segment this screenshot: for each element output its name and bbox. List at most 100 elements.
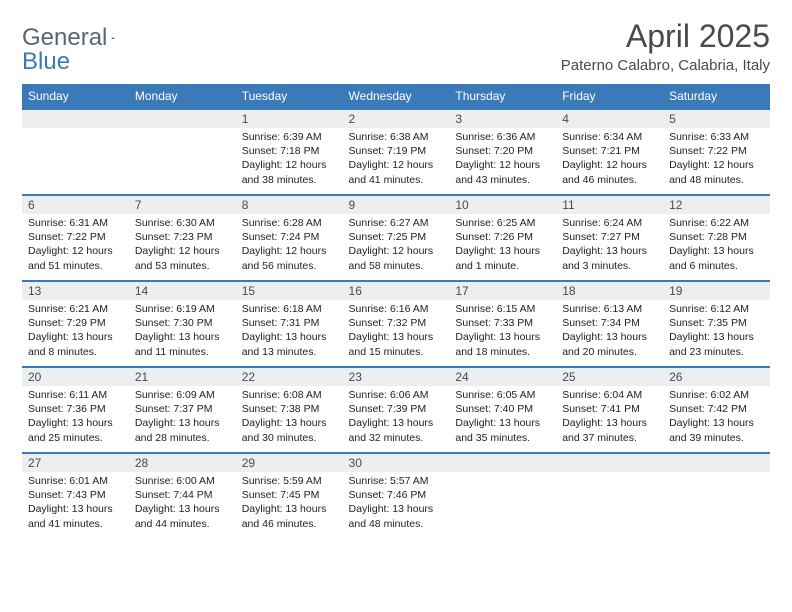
day-body: Sunrise: 6:02 AMSunset: 7:42 PMDaylight:… (663, 386, 770, 449)
sunrise-line: Sunrise: 6:06 AM (349, 388, 444, 402)
day-cell: 16Sunrise: 6:16 AMSunset: 7:32 PMDayligh… (343, 281, 450, 367)
day-body: Sunrise: 6:19 AMSunset: 7:30 PMDaylight:… (129, 300, 236, 363)
day-body: Sunrise: 6:34 AMSunset: 7:21 PMDaylight:… (556, 128, 663, 191)
daylight-line: Daylight: 13 hours and 18 minutes. (455, 330, 550, 358)
day-cell: 17Sunrise: 6:15 AMSunset: 7:33 PMDayligh… (449, 281, 556, 367)
daylight-line: Daylight: 13 hours and 41 minutes. (28, 502, 123, 530)
day-number: 10 (449, 196, 556, 214)
sunset-line: Sunset: 7:22 PM (28, 230, 123, 244)
logo-text-2: Blue (22, 48, 70, 76)
sunset-line: Sunset: 7:23 PM (135, 230, 230, 244)
daylight-line: Daylight: 13 hours and 3 minutes. (562, 244, 657, 272)
day-cell: 15Sunrise: 6:18 AMSunset: 7:31 PMDayligh… (236, 281, 343, 367)
day-cell: 3Sunrise: 6:36 AMSunset: 7:20 PMDaylight… (449, 109, 556, 195)
day-body: Sunrise: 6:31 AMSunset: 7:22 PMDaylight:… (22, 214, 129, 277)
day-body: Sunrise: 6:04 AMSunset: 7:41 PMDaylight:… (556, 386, 663, 449)
day-body: Sunrise: 6:30 AMSunset: 7:23 PMDaylight:… (129, 214, 236, 277)
sunset-line: Sunset: 7:31 PM (242, 316, 337, 330)
daylight-line: Daylight: 13 hours and 35 minutes. (455, 416, 550, 444)
day-body: Sunrise: 6:08 AMSunset: 7:38 PMDaylight:… (236, 386, 343, 449)
week-row: 6Sunrise: 6:31 AMSunset: 7:22 PMDaylight… (22, 195, 770, 281)
daylight-line: Daylight: 13 hours and 28 minutes. (135, 416, 230, 444)
day-cell: 29Sunrise: 5:59 AMSunset: 7:45 PMDayligh… (236, 453, 343, 539)
day-cell: 27Sunrise: 6:01 AMSunset: 7:43 PMDayligh… (22, 453, 129, 539)
day-number-empty (129, 110, 236, 128)
daylight-line: Daylight: 13 hours and 13 minutes. (242, 330, 337, 358)
day-cell: 4Sunrise: 6:34 AMSunset: 7:21 PMDaylight… (556, 109, 663, 195)
daylight-line: Daylight: 13 hours and 30 minutes. (242, 416, 337, 444)
day-body: Sunrise: 6:18 AMSunset: 7:31 PMDaylight:… (236, 300, 343, 363)
day-cell: 26Sunrise: 6:02 AMSunset: 7:42 PMDayligh… (663, 367, 770, 453)
day-cell: 10Sunrise: 6:25 AMSunset: 7:26 PMDayligh… (449, 195, 556, 281)
day-number: 6 (22, 196, 129, 214)
sunset-line: Sunset: 7:20 PM (455, 144, 550, 158)
day-body: Sunrise: 6:06 AMSunset: 7:39 PMDaylight:… (343, 386, 450, 449)
sunset-line: Sunset: 7:38 PM (242, 402, 337, 416)
sunrise-line: Sunrise: 6:33 AM (669, 130, 764, 144)
day-number: 24 (449, 368, 556, 386)
sunset-line: Sunset: 7:29 PM (28, 316, 123, 330)
day-cell (129, 109, 236, 195)
day-body: Sunrise: 6:21 AMSunset: 7:29 PMDaylight:… (22, 300, 129, 363)
day-body: Sunrise: 6:01 AMSunset: 7:43 PMDaylight:… (22, 472, 129, 535)
daylight-line: Daylight: 13 hours and 23 minutes. (669, 330, 764, 358)
daylight-line: Daylight: 13 hours and 39 minutes. (669, 416, 764, 444)
sunset-line: Sunset: 7:21 PM (562, 144, 657, 158)
location: Paterno Calabro, Calabria, Italy (561, 57, 770, 74)
sunrise-line: Sunrise: 6:22 AM (669, 216, 764, 230)
day-number: 27 (22, 454, 129, 472)
daylight-line: Daylight: 13 hours and 37 minutes. (562, 416, 657, 444)
logo-triangle-icon (111, 29, 115, 47)
sunset-line: Sunset: 7:18 PM (242, 144, 337, 158)
day-body: Sunrise: 6:11 AMSunset: 7:36 PMDaylight:… (22, 386, 129, 449)
day-number: 26 (663, 368, 770, 386)
day-body: Sunrise: 5:59 AMSunset: 7:45 PMDaylight:… (236, 472, 343, 535)
sunrise-line: Sunrise: 6:36 AM (455, 130, 550, 144)
day-cell (449, 453, 556, 539)
day-cell: 5Sunrise: 6:33 AMSunset: 7:22 PMDaylight… (663, 109, 770, 195)
day-body: Sunrise: 6:00 AMSunset: 7:44 PMDaylight:… (129, 472, 236, 535)
day-header-cell: Tuesday (236, 84, 343, 109)
day-body: Sunrise: 6:28 AMSunset: 7:24 PMDaylight:… (236, 214, 343, 277)
day-number: 9 (343, 196, 450, 214)
day-number-empty (22, 110, 129, 128)
day-number: 22 (236, 368, 343, 386)
day-body: Sunrise: 6:22 AMSunset: 7:28 PMDaylight:… (663, 214, 770, 277)
sunrise-line: Sunrise: 6:38 AM (349, 130, 444, 144)
day-number: 29 (236, 454, 343, 472)
sunset-line: Sunset: 7:30 PM (135, 316, 230, 330)
sunset-line: Sunset: 7:35 PM (669, 316, 764, 330)
sunset-line: Sunset: 7:26 PM (455, 230, 550, 244)
sunrise-line: Sunrise: 6:31 AM (28, 216, 123, 230)
day-number: 1 (236, 110, 343, 128)
daylight-line: Daylight: 13 hours and 8 minutes. (28, 330, 123, 358)
day-cell: 23Sunrise: 6:06 AMSunset: 7:39 PMDayligh… (343, 367, 450, 453)
daylight-line: Daylight: 12 hours and 56 minutes. (242, 244, 337, 272)
sunrise-line: Sunrise: 6:08 AM (242, 388, 337, 402)
sunrise-line: Sunrise: 6:34 AM (562, 130, 657, 144)
sunset-line: Sunset: 7:24 PM (242, 230, 337, 244)
day-cell: 22Sunrise: 6:08 AMSunset: 7:38 PMDayligh… (236, 367, 343, 453)
day-cell: 13Sunrise: 6:21 AMSunset: 7:29 PMDayligh… (22, 281, 129, 367)
month-title: April 2025 (561, 18, 770, 55)
day-cell: 20Sunrise: 6:11 AMSunset: 7:36 PMDayligh… (22, 367, 129, 453)
sunrise-line: Sunrise: 6:39 AM (242, 130, 337, 144)
sunset-line: Sunset: 7:43 PM (28, 488, 123, 502)
day-body: Sunrise: 5:57 AMSunset: 7:46 PMDaylight:… (343, 472, 450, 535)
daylight-line: Daylight: 12 hours and 48 minutes. (669, 158, 764, 186)
day-number-empty (449, 454, 556, 472)
day-body: Sunrise: 6:39 AMSunset: 7:18 PMDaylight:… (236, 128, 343, 191)
sunset-line: Sunset: 7:44 PM (135, 488, 230, 502)
week-row: 27Sunrise: 6:01 AMSunset: 7:43 PMDayligh… (22, 453, 770, 539)
sunrise-line: Sunrise: 6:12 AM (669, 302, 764, 316)
sunrise-line: Sunrise: 6:13 AM (562, 302, 657, 316)
sunset-line: Sunset: 7:27 PM (562, 230, 657, 244)
sunrise-line: Sunrise: 6:05 AM (455, 388, 550, 402)
day-header-row: SundayMondayTuesdayWednesdayThursdayFrid… (22, 84, 770, 109)
day-number-empty (663, 454, 770, 472)
day-number: 20 (22, 368, 129, 386)
sunrise-line: Sunrise: 6:25 AM (455, 216, 550, 230)
sunrise-line: Sunrise: 6:04 AM (562, 388, 657, 402)
day-number: 4 (556, 110, 663, 128)
sunrise-line: Sunrise: 6:02 AM (669, 388, 764, 402)
